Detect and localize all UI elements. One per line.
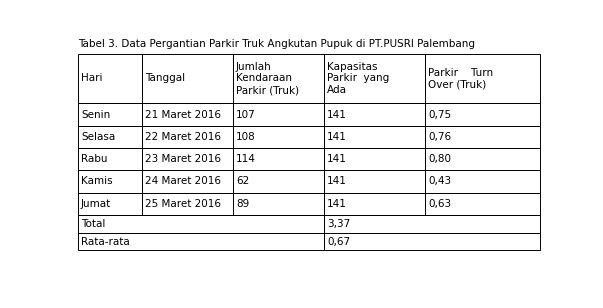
Bar	[78, 170, 142, 192]
Text: Jumat: Jumat	[81, 199, 111, 209]
Bar	[142, 170, 233, 192]
Text: 3,37: 3,37	[327, 219, 350, 229]
Bar	[233, 148, 324, 170]
Text: 24 Maret 2016: 24 Maret 2016	[145, 176, 221, 186]
Bar	[324, 54, 425, 103]
Bar	[425, 170, 540, 192]
Text: 0,63: 0,63	[428, 199, 451, 209]
Bar	[78, 126, 142, 148]
Text: 141: 141	[327, 154, 347, 164]
Text: Tabel 3. Data Pergantian Parkir Truk Angkutan Pupuk di PT.PUSRI Palembang: Tabel 3. Data Pergantian Parkir Truk Ang…	[78, 39, 475, 49]
Text: 21 Maret 2016: 21 Maret 2016	[145, 110, 221, 120]
Bar	[142, 148, 233, 170]
Bar	[142, 103, 233, 126]
Bar	[324, 192, 425, 215]
Bar	[78, 215, 324, 233]
Text: 25 Maret 2016: 25 Maret 2016	[145, 199, 221, 209]
Bar	[233, 170, 324, 192]
Bar	[233, 126, 324, 148]
Bar	[233, 103, 324, 126]
Text: Jumlah
Kendaraan
Parkir (Truk): Jumlah Kendaraan Parkir (Truk)	[236, 62, 299, 95]
Text: 0,67: 0,67	[327, 237, 350, 246]
Bar	[142, 126, 233, 148]
Text: Tanggal: Tanggal	[145, 74, 185, 83]
Bar	[142, 54, 233, 103]
Bar	[233, 54, 324, 103]
Bar	[425, 148, 540, 170]
Bar	[425, 103, 540, 126]
Text: 0,76: 0,76	[428, 132, 451, 142]
Bar	[324, 215, 540, 233]
Text: 141: 141	[327, 110, 347, 120]
Bar	[425, 192, 540, 215]
Text: Selasa: Selasa	[81, 132, 115, 142]
Bar	[324, 233, 540, 250]
Bar	[78, 233, 324, 250]
Bar	[233, 192, 324, 215]
Text: 23 Maret 2016: 23 Maret 2016	[145, 154, 221, 164]
Text: Kamis: Kamis	[81, 176, 113, 186]
Bar	[425, 126, 540, 148]
Bar	[142, 192, 233, 215]
Text: 141: 141	[327, 199, 347, 209]
Bar	[78, 192, 142, 215]
Text: 107: 107	[236, 110, 256, 120]
Text: 114: 114	[236, 154, 256, 164]
Text: 108: 108	[236, 132, 256, 142]
Text: 0,43: 0,43	[428, 176, 451, 186]
Bar	[78, 148, 142, 170]
Bar	[78, 103, 142, 126]
Text: Kapasitas
Parkir  yang
Ada: Kapasitas Parkir yang Ada	[327, 62, 390, 95]
Text: Rabu: Rabu	[81, 154, 107, 164]
Text: 0,80: 0,80	[428, 154, 451, 164]
Bar	[425, 54, 540, 103]
Bar	[324, 170, 425, 192]
Text: Total: Total	[81, 219, 106, 229]
Text: Parkir    Turn
Over (Truk): Parkir Turn Over (Truk)	[428, 68, 493, 89]
Bar	[78, 54, 142, 103]
Text: Senin: Senin	[81, 110, 110, 120]
Text: 22 Maret 2016: 22 Maret 2016	[145, 132, 221, 142]
Bar	[324, 148, 425, 170]
Text: 0,75: 0,75	[428, 110, 451, 120]
Text: 89: 89	[236, 199, 249, 209]
Text: 141: 141	[327, 176, 347, 186]
Text: Hari: Hari	[81, 74, 103, 83]
Text: 141: 141	[327, 132, 347, 142]
Text: Rata-rata: Rata-rata	[81, 237, 130, 246]
Bar	[324, 103, 425, 126]
Text: 62: 62	[236, 176, 249, 186]
Bar	[324, 126, 425, 148]
